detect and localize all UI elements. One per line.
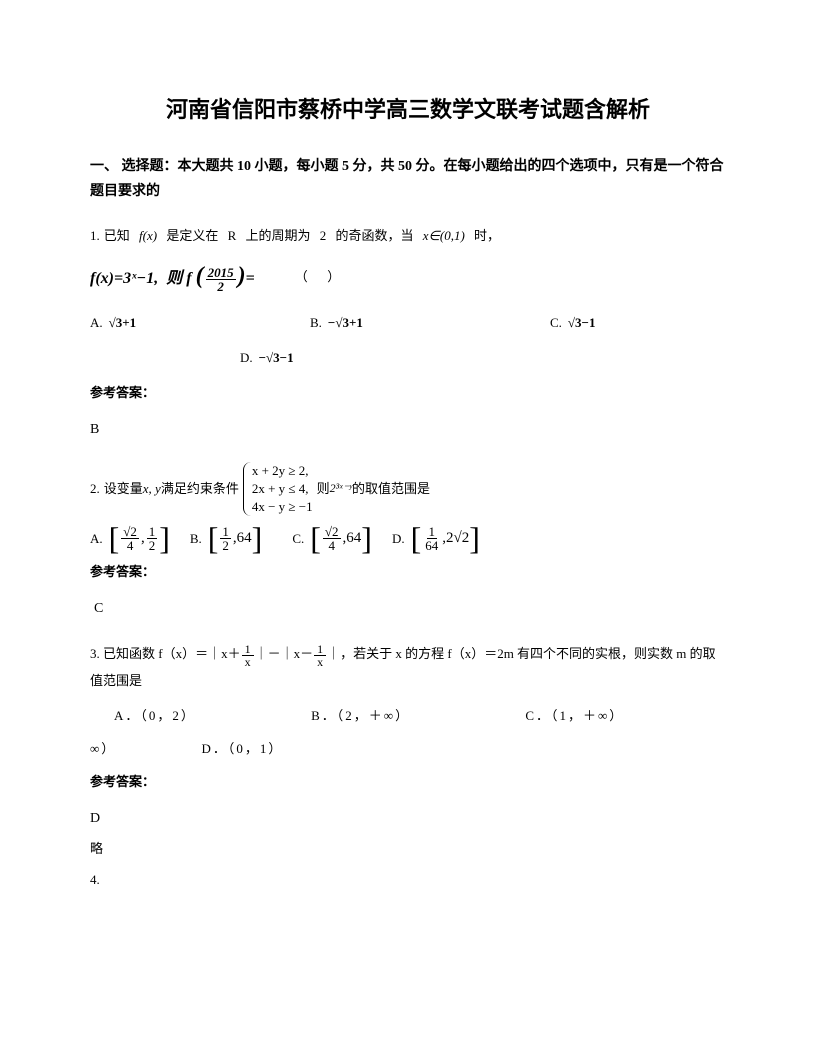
q3-note: 略 <box>90 837 726 860</box>
option-c-cont: ∞） <box>90 741 116 756</box>
d: 2 <box>147 539 158 552</box>
option-b: [ 12,64 ] <box>208 522 263 554</box>
text: x∈(0,1) <box>423 224 465 247</box>
text: 满足约束条件 <box>161 477 239 500</box>
constraint: x + 2y ≥ 2, <box>252 462 313 480</box>
d: 2 <box>220 539 231 552</box>
q4-number: 4. <box>90 872 100 887</box>
option-d: −√3−1 <box>259 346 294 369</box>
d: 64 <box>423 539 440 552</box>
n: 1 <box>220 525 231 539</box>
n: 1 <box>314 643 326 656</box>
n: 1 <box>242 643 254 656</box>
text: 2³ˣ⁻ʸ <box>330 478 352 500</box>
d: x <box>314 656 326 668</box>
n: √2 <box>121 525 139 539</box>
q2-number: 2. <box>90 477 100 500</box>
question-4: 4. <box>90 868 726 891</box>
option-c-label: C. <box>292 527 304 550</box>
text: 是定义在 <box>166 224 218 247</box>
section-heading: 一、 选择题：本大题共 10 小题，每小题 5 分，共 50 分。在每小题给出的… <box>90 154 726 204</box>
text: x, y <box>143 477 161 500</box>
d: x <box>242 656 254 668</box>
constraints: x + 2y ≥ 2, 2x + y ≤ 4, 4x − y ≥ −1 <box>243 462 313 517</box>
option-d: [ 164,2√2 ] <box>411 522 480 554</box>
text: 时， <box>474 224 500 247</box>
constraint: 2x + y ≤ 4, <box>252 480 313 498</box>
option-c: [ √24,64 ] <box>310 522 372 554</box>
option-d: D．（0，1） <box>202 741 284 756</box>
option-d-label: D. <box>392 527 405 550</box>
q2-answer: C <box>94 596 726 621</box>
q1-answer: B <box>90 417 726 442</box>
question-2: 2. 设变量 x, y 满足约束条件 x + 2y ≥ 2, 2x + y ≤ … <box>90 462 726 621</box>
text: 上的周期为 <box>246 224 311 247</box>
text: 则 <box>317 477 330 500</box>
text: ｜－｜x－ <box>255 646 314 661</box>
text: 64 <box>237 525 252 552</box>
answer-paren: （ ） <box>295 265 341 288</box>
d: 4 <box>326 539 337 552</box>
answer-label: 参考答案： <box>90 381 726 404</box>
question-3: 3. 已知函数 f（x）＝｜x＋1x｜－｜x－1x｜，若关于 x 的方程 f（x… <box>90 641 726 860</box>
q1-formula: f(x)=3ˣ−1, 则 f (20152)= <box>90 255 255 298</box>
question-1: 1. 已知 f(x) 是定义在 R 上的周期为 2 的奇函数，当 x∈(0,1)… <box>90 224 726 442</box>
q3-number: 3. <box>90 646 100 661</box>
d: 4 <box>125 539 136 552</box>
text: 2√2 <box>446 525 469 552</box>
page-title: 河南省信阳市蔡桥中学高三数学文联考试题含解析 <box>90 90 726 130</box>
option-b-label: B. <box>310 311 322 334</box>
option-a: [ √24, 12 ] <box>109 522 170 554</box>
answer-label: 参考答案： <box>90 770 726 793</box>
text: = <box>246 270 255 287</box>
option-d-label: D. <box>240 346 253 369</box>
option-c: C．（1，＋∞） <box>525 708 624 723</box>
text: f(x)=3ˣ−1, <box>90 270 158 287</box>
text: R <box>228 224 237 247</box>
text: 64 <box>346 525 361 552</box>
n: 1 <box>427 525 438 539</box>
text: 的奇函数，当 <box>336 224 414 247</box>
text: 的取值范围是 <box>352 477 430 500</box>
option-b: −√3+1 <box>328 311 363 334</box>
q3-answer: D <box>90 806 726 831</box>
option-b-label: B. <box>190 527 202 550</box>
n: √2 <box>323 525 341 539</box>
text: 2 <box>320 224 327 247</box>
option-a-label: A. <box>90 527 103 550</box>
text: 已知 <box>104 224 130 247</box>
answer-label: 参考答案： <box>90 560 726 583</box>
option-c: √3−1 <box>568 311 596 334</box>
option-a-label: A. <box>90 311 103 334</box>
text: 则 f <box>166 270 191 287</box>
text: f(x) <box>139 224 157 247</box>
option-a: √3+1 <box>109 311 137 334</box>
text: 设变量 <box>104 477 143 500</box>
option-c-label: C. <box>550 311 562 334</box>
text: 2015 <box>206 266 236 280</box>
option-a: A．（0，2） <box>114 708 196 723</box>
constraint: 4x − y ≥ −1 <box>252 498 313 516</box>
text: 已知函数 f（x）＝｜x＋ <box>103 646 241 661</box>
q1-number: 1. <box>90 224 100 247</box>
text: 2 <box>215 280 226 293</box>
n: 1 <box>147 525 158 539</box>
option-b: B．（2，＋∞） <box>311 708 410 723</box>
